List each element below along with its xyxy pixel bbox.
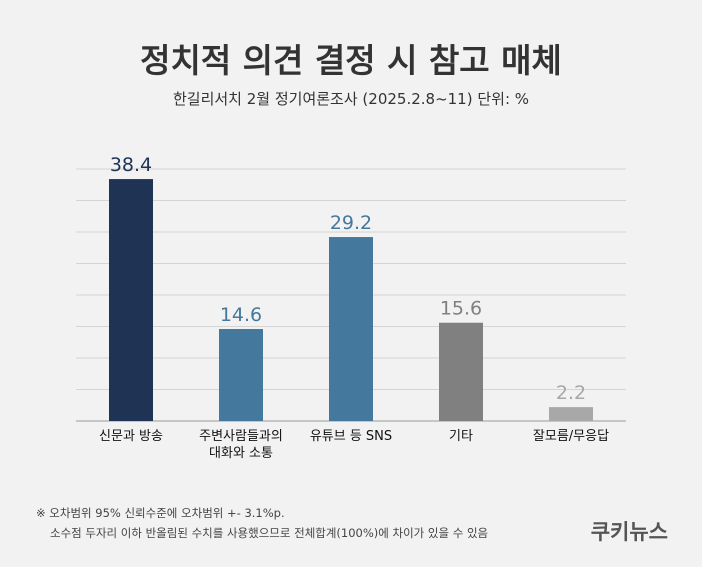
x-tick-label: 유튜브 등 SNS [309,429,393,444]
footnote: 소수점 두자리 이하 반올림된 수치를 사용했으므로 전체합계(100%)에 차… [50,526,489,540]
x-tick-label: 주변사람들과의 대화와 소통 [199,429,283,461]
bar [549,407,593,421]
x-tick-label: 기타 [449,429,473,444]
value-label: 15.6 [440,298,482,320]
bar [439,322,483,421]
x-tick-label: 신문과 방송 [99,429,163,444]
value-label: 2.2 [556,382,586,404]
bar [219,329,263,421]
value-label: 14.6 [220,304,262,326]
bar [329,237,373,421]
chart-title: 정치적 의견 결정 시 참고 매체 [140,41,562,80]
bar [109,179,153,421]
x-tick-label: 잘모름/무응답 [532,429,610,444]
footnote: ※ 오차범위 95% 신뢰수준에 오차범위 +- 3.1%p. [36,506,285,520]
value-label: 29.2 [330,212,372,234]
value-label: 38.4 [110,154,152,176]
source-logo: 쿠키뉴스 [590,520,668,544]
chart-subtitle: 한길리서치 2월 정기여론조사 (2025.2.8~11) 단위: % [172,90,530,108]
